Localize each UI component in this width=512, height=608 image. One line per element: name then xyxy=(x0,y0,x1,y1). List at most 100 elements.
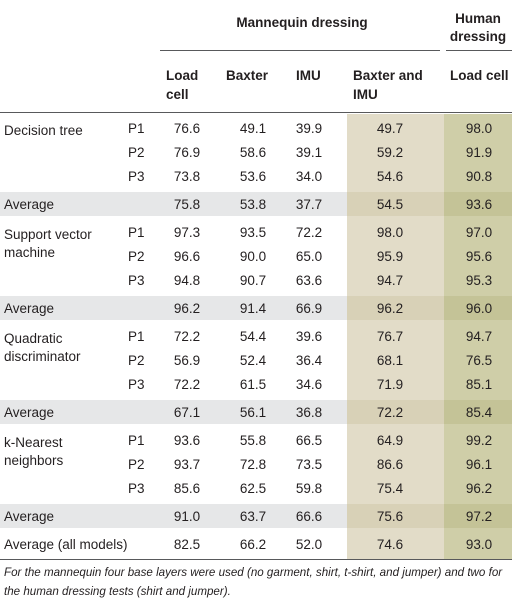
header-group-human: Human xyxy=(455,11,501,26)
participant-label: P3 xyxy=(128,481,145,496)
average-value-cell: 91.0 xyxy=(173,509,201,524)
average-value-cell: 97.2 xyxy=(465,509,493,524)
column-header-3-line2: IMU xyxy=(353,87,378,102)
value-cell: 94.7 xyxy=(465,329,493,344)
average-value-cell: 53.8 xyxy=(239,197,267,212)
average-value-cell: 37.7 xyxy=(295,197,323,212)
value-cell: 93.7 xyxy=(173,457,201,472)
participant-label: P1 xyxy=(128,329,145,344)
header-group-mannequin: Mannequin dressing xyxy=(236,15,368,30)
value-cell: 39.9 xyxy=(295,121,323,136)
value-cell: 64.9 xyxy=(376,433,404,448)
value-cell: 59.8 xyxy=(295,481,323,496)
average-label: Average xyxy=(4,197,55,212)
header-group-rule xyxy=(160,50,440,51)
average-value-cell: 54.5 xyxy=(376,197,404,212)
participant-label: P3 xyxy=(128,377,145,392)
average-value-cell: 75.8 xyxy=(173,197,201,212)
participant-label: P3 xyxy=(128,169,145,184)
value-cell: 94.8 xyxy=(173,273,201,288)
average-label: Average xyxy=(4,301,55,316)
value-cell: 54.6 xyxy=(376,169,404,184)
average-value-cell: 96.2 xyxy=(173,301,201,316)
value-cell: 73.8 xyxy=(173,169,201,184)
average-value-cell: 56.1 xyxy=(239,405,267,420)
overall-value-cell: 66.2 xyxy=(239,537,267,552)
participant-label: P2 xyxy=(128,145,145,160)
average-row-shade-tan xyxy=(347,192,444,216)
model-name-2-line2: discriminator xyxy=(4,349,81,364)
average-row-shade xyxy=(0,296,347,320)
participant-label: P2 xyxy=(128,249,145,264)
average-row-shade xyxy=(0,192,347,216)
value-cell: 76.6 xyxy=(173,121,201,136)
value-cell: 52.4 xyxy=(239,353,267,368)
value-cell: 96.2 xyxy=(465,481,493,496)
column-header-1: Baxter xyxy=(226,68,269,83)
human-column-shade xyxy=(444,114,512,560)
average-label: Average xyxy=(4,509,55,524)
average-row-shade-olive xyxy=(444,504,512,528)
value-cell: 99.2 xyxy=(465,433,493,448)
model-name-1: Support vector xyxy=(4,227,92,242)
participant-label: P1 xyxy=(128,121,145,136)
average-row-shade-olive xyxy=(444,192,512,216)
table-bottom-rule xyxy=(0,559,512,560)
value-cell: 93.6 xyxy=(173,433,201,448)
value-cell: 97.0 xyxy=(465,225,493,240)
average-value-cell: 93.6 xyxy=(465,197,493,212)
value-cell: 63.6 xyxy=(295,273,323,288)
value-cell: 49.1 xyxy=(239,121,267,136)
overall-value-cell: 52.0 xyxy=(295,537,323,552)
value-cell: 65.0 xyxy=(295,249,323,264)
value-cell: 72.8 xyxy=(239,457,267,472)
value-cell: 71.9 xyxy=(376,377,404,392)
overall-average-label: Average (all models) xyxy=(4,537,128,552)
column-header-0-line2: cell xyxy=(166,87,189,102)
average-value-cell: 66.9 xyxy=(295,301,323,316)
value-cell: 73.5 xyxy=(295,457,323,472)
value-cell: 72.2 xyxy=(295,225,323,240)
results-table: Mannequin dressing Human dressing Load cell B… xyxy=(0,11,512,560)
value-cell: 72.2 xyxy=(173,377,201,392)
average-value-cell: 96.0 xyxy=(465,301,493,316)
value-cell: 56.9 xyxy=(173,353,201,368)
value-cell: 39.1 xyxy=(295,145,323,160)
value-cell: 58.6 xyxy=(239,145,267,160)
average-label: Average xyxy=(4,405,55,420)
value-cell: 49.7 xyxy=(376,121,404,136)
value-cell: 90.7 xyxy=(239,273,267,288)
participant-label: P1 xyxy=(128,225,145,240)
value-cell: 62.5 xyxy=(239,481,267,496)
average-value-cell: 85.4 xyxy=(465,405,493,420)
average-row-shade-olive xyxy=(444,400,512,424)
value-cell: 85.6 xyxy=(173,481,201,496)
overall-value-cell: 93.0 xyxy=(465,537,493,552)
average-row-shade-tan xyxy=(347,400,444,424)
value-cell: 96.1 xyxy=(465,457,493,472)
value-cell: 76.7 xyxy=(376,329,404,344)
table-footnote: For the mannequin four base layers were … xyxy=(4,566,503,598)
value-cell: 68.1 xyxy=(376,353,404,368)
model-name-1-line2: machine xyxy=(4,245,56,260)
column-header-4: Load cell xyxy=(450,68,509,83)
value-cell: 95.9 xyxy=(376,249,404,264)
value-cell: 34.0 xyxy=(295,169,323,184)
column-header-2: IMU xyxy=(296,68,321,83)
value-cell: 54.4 xyxy=(239,329,267,344)
average-row-shade-tan xyxy=(347,504,444,528)
column-header-3: Baxter and xyxy=(353,68,423,83)
value-cell: 72.2 xyxy=(173,329,201,344)
value-cell: 97.3 xyxy=(173,225,201,240)
model-name-0: Decision tree xyxy=(4,123,83,138)
average-row-shade xyxy=(0,400,347,424)
value-cell: 85.1 xyxy=(465,377,493,392)
average-value-cell: 91.4 xyxy=(239,301,267,316)
average-value-cell: 96.2 xyxy=(376,301,404,316)
overall-value-cell: 82.5 xyxy=(173,537,201,552)
model-name-2: Quadratic xyxy=(4,331,63,346)
model-name-3-line2: neighbors xyxy=(4,453,64,468)
average-value-cell: 63.7 xyxy=(239,509,267,524)
header-group-human-line2: dressing xyxy=(449,29,507,44)
value-cell: 53.6 xyxy=(239,169,267,184)
